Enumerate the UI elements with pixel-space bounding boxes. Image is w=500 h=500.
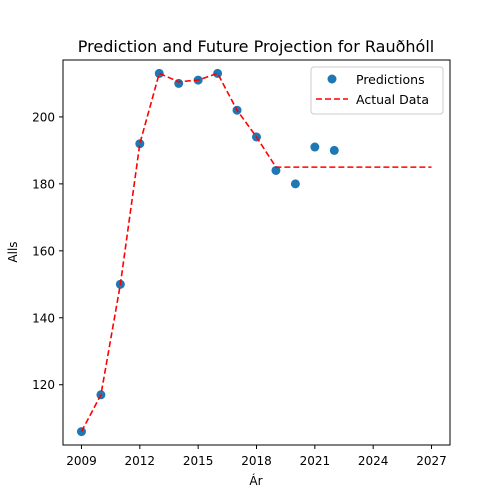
prediction-point (330, 146, 339, 155)
x-axis-label: Ár (249, 473, 262, 488)
x-tick-label: 2018 (241, 454, 272, 468)
prediction-point (310, 143, 319, 152)
x-axis: 2009 2012 2015 2018 2021 2024 2027 (66, 445, 447, 468)
plot-area (77, 69, 432, 436)
prediction-point (155, 69, 164, 78)
legend: Predictions Actual Data (311, 67, 443, 114)
x-tick-label: 2027 (416, 454, 447, 468)
legend-label-actual: Actual Data (356, 92, 429, 107)
x-tick-label: 2021 (300, 454, 331, 468)
x-tick-label: 2009 (66, 454, 97, 468)
x-tick-label: 2015 (183, 454, 214, 468)
prediction-point (174, 79, 183, 88)
y-axis-label: Alls (6, 241, 20, 262)
legend-label-predictions: Predictions (356, 72, 425, 87)
plot-frame (63, 60, 450, 445)
y-tick-label: 160 (32, 244, 55, 258)
y-axis: 120 140 160 180 200 (32, 110, 63, 392)
chart-title: Prediction and Future Projection for Rau… (78, 37, 434, 56)
y-tick-label: 140 (32, 311, 55, 325)
legend-marker-predictions (328, 75, 337, 84)
y-tick-label: 200 (32, 110, 55, 124)
prediction-point (291, 179, 300, 188)
x-tick-label: 2012 (125, 454, 156, 468)
y-tick-label: 120 (32, 378, 55, 392)
y-tick-label: 180 (32, 177, 55, 191)
x-tick-label: 2024 (358, 454, 389, 468)
prediction-point (213, 69, 222, 78)
actual-data-line (81, 73, 431, 431)
